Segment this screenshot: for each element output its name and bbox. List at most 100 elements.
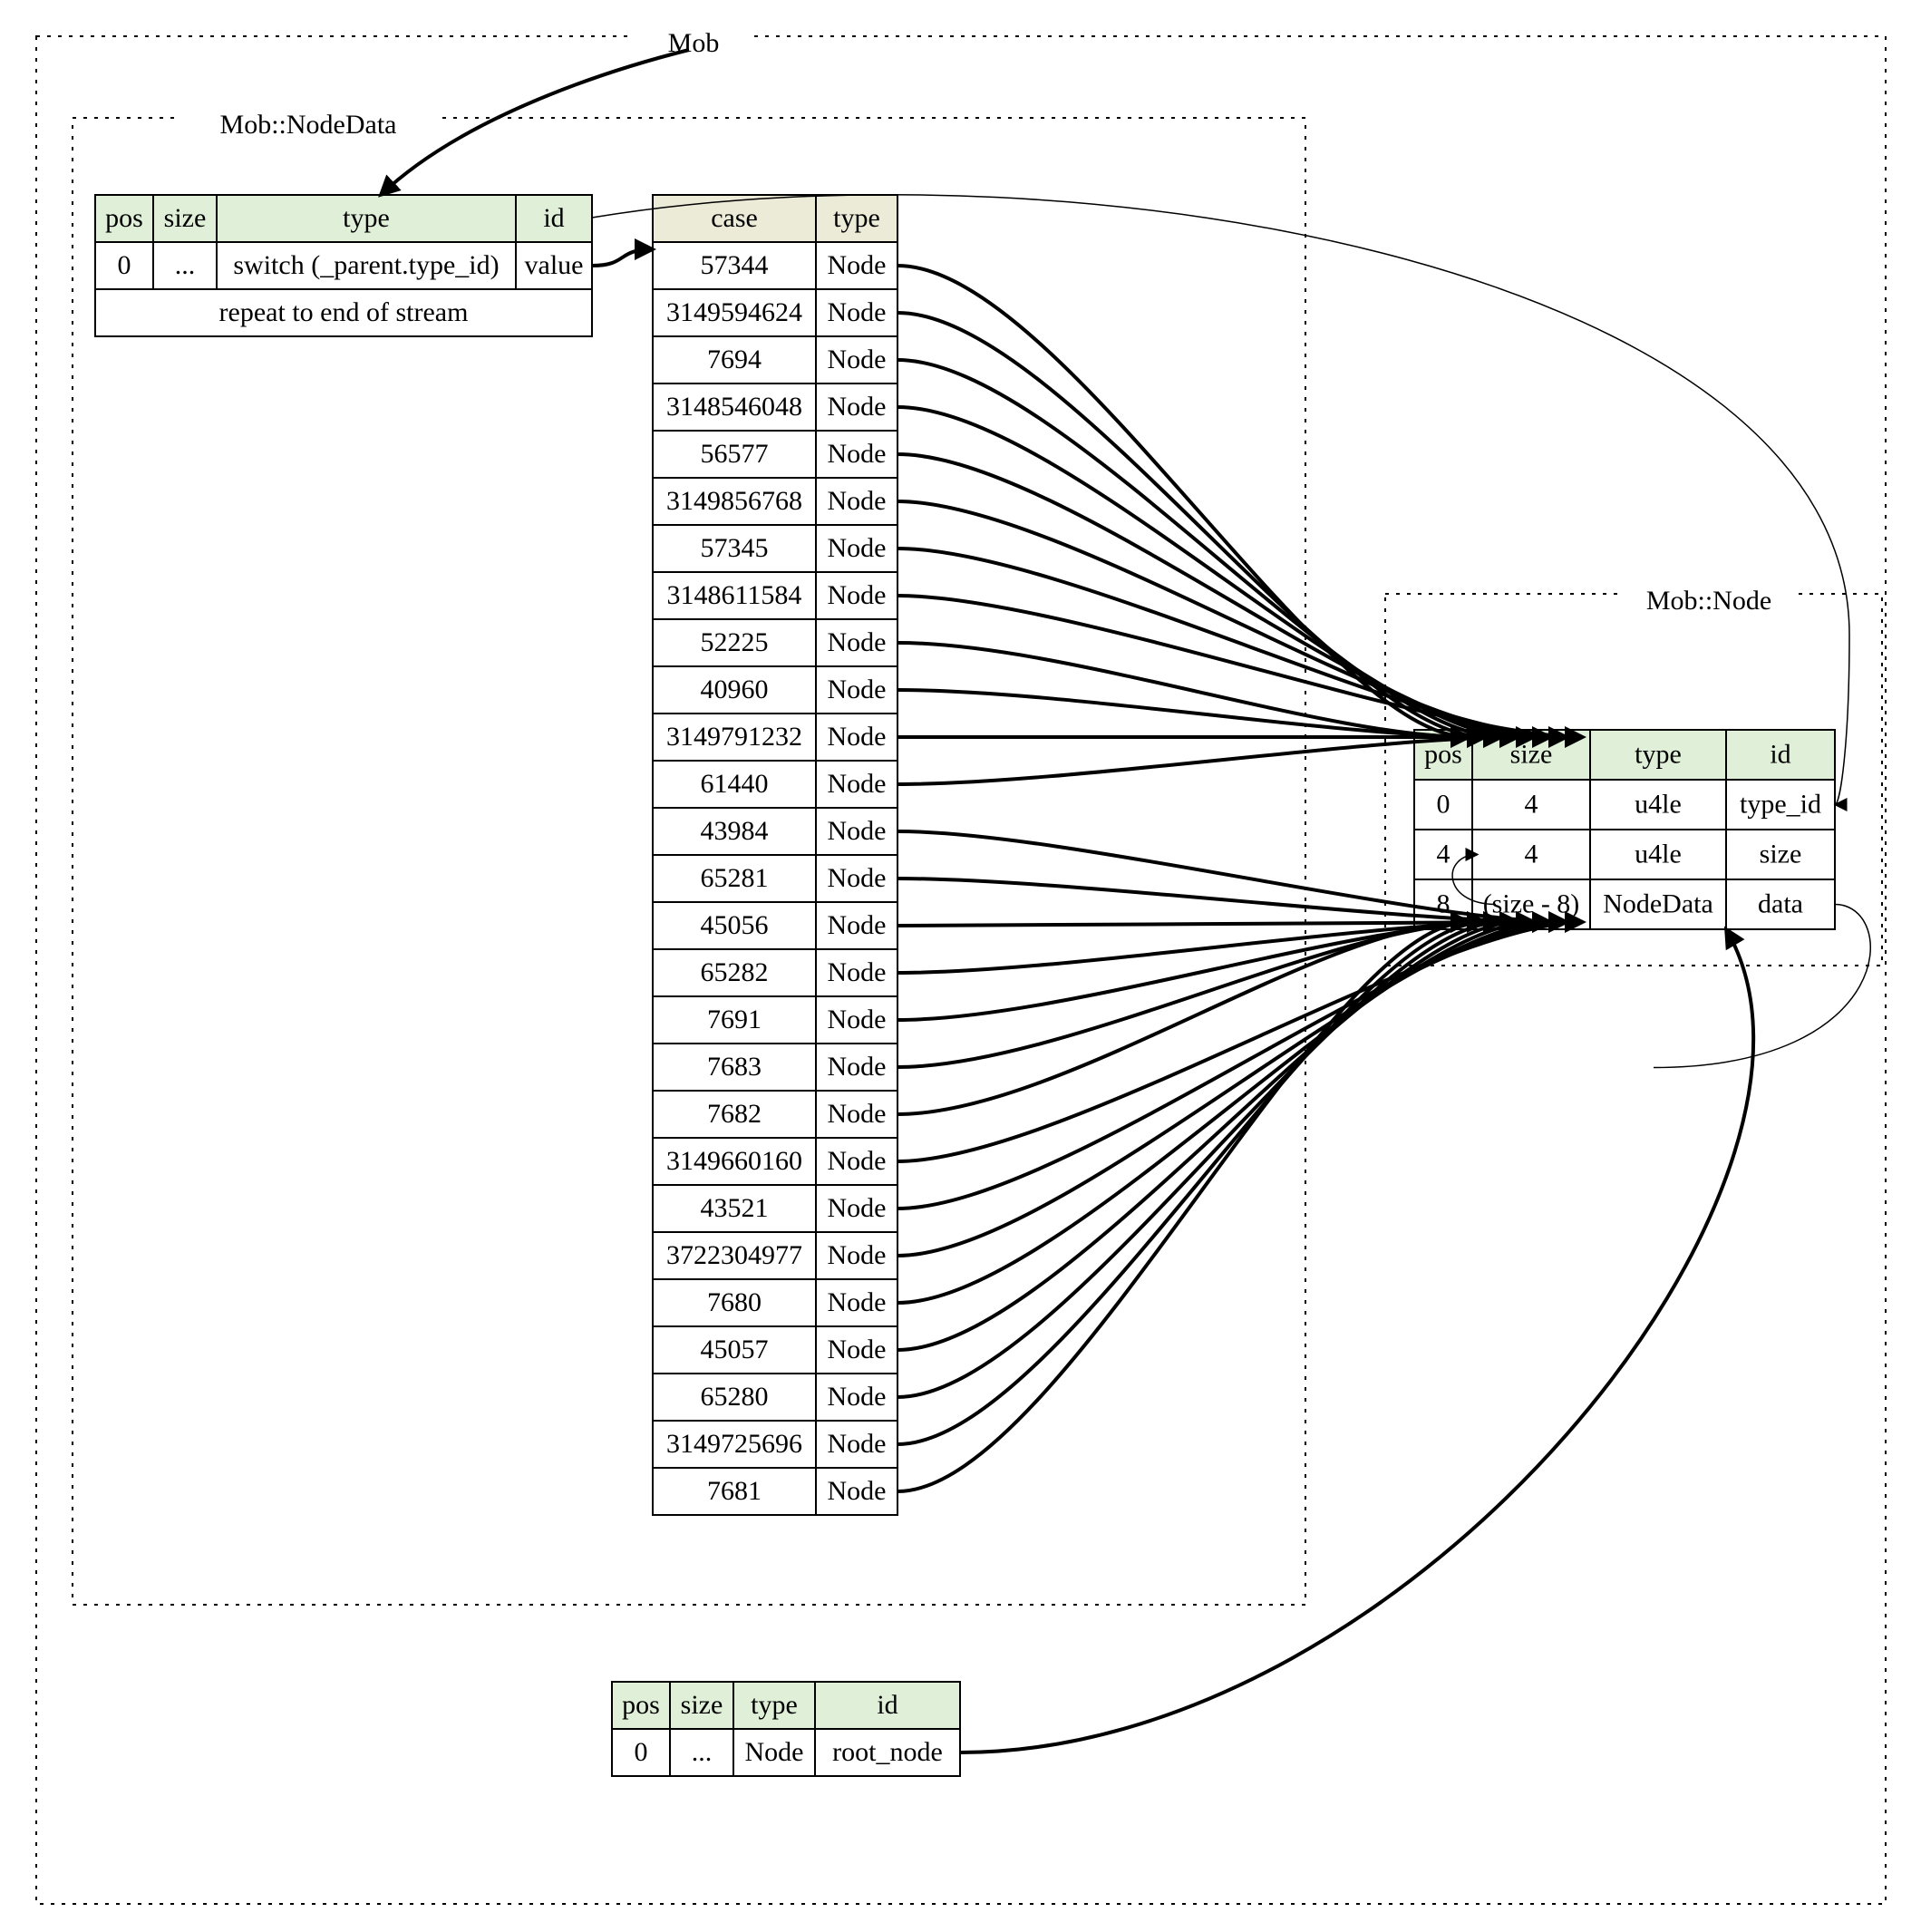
nodedata-label: Mob::NodeData [220, 110, 397, 140]
node-cell: size [1760, 839, 1802, 869]
switch-cell: 3149791232 [666, 722, 802, 752]
switch-cell: 7683 [707, 1052, 762, 1082]
switch-cell: Node [828, 580, 887, 610]
nodedata-footer: repeat to end of stream [219, 297, 469, 327]
switch-cell: Node [828, 910, 887, 940]
switch-cell: Node [828, 392, 887, 422]
switch-cell: 3149856768 [666, 486, 802, 516]
switch-cell: 3722304977 [666, 1240, 802, 1270]
nodedata-header: id [543, 203, 564, 233]
switch-cell: Node [828, 1052, 887, 1082]
nodedata-cell: switch (_parent.type_id) [233, 250, 499, 280]
switch-cell: Node [828, 1335, 887, 1364]
root-to-node-arrow [960, 929, 1753, 1752]
switch-cell: Node [828, 627, 887, 657]
root-cell: Node [745, 1737, 804, 1767]
node-header: size [1510, 739, 1553, 769]
switch-cell: 3149594624 [666, 297, 802, 327]
root-header: id [877, 1690, 897, 1720]
switch-cell: 3149660160 [666, 1146, 802, 1176]
switch-cell: Node [828, 1240, 887, 1270]
node-cell: NodeData [1603, 888, 1713, 918]
node-cell: 4 [1437, 839, 1450, 869]
switch-cell: Node [828, 1382, 887, 1412]
switch-cell: Node [828, 297, 887, 327]
switch-cell: 40960 [701, 675, 769, 704]
switch-to-node-arrow [897, 407, 1518, 737]
nodedata-header: pos [105, 203, 143, 233]
switch-cell: Node [828, 769, 887, 799]
switch-header: type [833, 203, 880, 233]
switch-cell: 3149725696 [666, 1429, 802, 1459]
switch-to-node-arrow [897, 596, 1583, 737]
switch-cell: Node [828, 863, 887, 893]
root-header: pos [622, 1690, 660, 1720]
switch-to-node-arrow [897, 266, 1469, 737]
switch-table: case type 57344 Node 3149594624 Node 7694 Node 3… [653, 195, 897, 1515]
nodedata-header: size [164, 203, 207, 233]
node-cell: (size - 8) [1483, 888, 1580, 918]
root-table: possizetypeid0...Noderoot_node [612, 1682, 960, 1776]
node-cell: 0 [1437, 789, 1450, 819]
node-label: Mob::Node [1646, 586, 1771, 616]
switch-cell: 7691 [707, 1005, 762, 1034]
switch-cell: Node [828, 816, 887, 846]
switch-cell: 45056 [701, 910, 769, 940]
switch-cell: 65282 [701, 957, 769, 987]
switch-cell: Node [828, 533, 887, 563]
switch-header: case [711, 203, 758, 233]
node-table: possizetypeid04u4letype_id44u4lesize8(si… [1414, 730, 1835, 929]
node-header: type [1635, 739, 1682, 769]
switch-cell: 65280 [701, 1382, 769, 1412]
node-header: pos [1424, 739, 1462, 769]
switch-cell: Node [828, 1429, 887, 1459]
switch-to-node-arrow [897, 922, 1485, 1067]
switch-cell: 7681 [707, 1476, 762, 1506]
nodedata-to-switch-arrow [592, 249, 653, 266]
root-header: type [751, 1690, 798, 1720]
switch-cell: Node [828, 675, 887, 704]
switch-cell: 7682 [707, 1099, 762, 1129]
nodedata-cell: ... [175, 250, 196, 280]
node-cell: 4 [1525, 839, 1538, 869]
switch-cell: Node [828, 345, 887, 374]
node-cell: 8 [1437, 888, 1450, 918]
switch-cell: 7694 [707, 345, 762, 374]
nodedata-header: type [343, 203, 390, 233]
switch-cell: 56577 [701, 439, 769, 469]
switch-cell: 52225 [701, 627, 769, 657]
nodedata-table: possize type id 0... switch (_parent.type_id… [95, 195, 592, 336]
root-cell: root_node [832, 1737, 943, 1767]
switch-cell: 43521 [701, 1193, 769, 1223]
switch-to-node-arrow [897, 360, 1501, 737]
switch-cell: Node [828, 957, 887, 987]
switch-cell: Node [828, 1146, 887, 1176]
root-cell: 0 [635, 1737, 648, 1767]
switch-cell: 61440 [701, 769, 769, 799]
node-header: id [1770, 739, 1790, 769]
switch-cell: 3148611584 [667, 580, 802, 610]
nodedata-cell: 0 [118, 250, 131, 280]
node-cell: type_id [1740, 789, 1821, 819]
switch-to-node-arrow [897, 922, 1550, 1256]
switch-cell: 3148546048 [666, 392, 802, 422]
switch-cell: Node [828, 1287, 887, 1317]
switch-to-node-arrow [897, 549, 1567, 737]
switch-cell: Node [828, 722, 887, 752]
switch-cell: Node [828, 1005, 887, 1034]
switch-cell: Node [828, 250, 887, 280]
switch-cell: 57344 [701, 250, 769, 280]
switch-to-node-arrow [897, 501, 1550, 737]
switch-to-node-arrow [897, 922, 1518, 1350]
switch-cell: Node [828, 486, 887, 516]
switch-cell: 43984 [701, 816, 769, 846]
switch-to-node-arrow [897, 922, 1534, 1303]
switch-cell: Node [828, 1476, 887, 1506]
node-cell: u4le [1635, 839, 1682, 869]
switch-cell: 57345 [701, 533, 769, 563]
switch-cell: Node [828, 1193, 887, 1223]
switch-cell: 7680 [707, 1287, 762, 1317]
root-cell: ... [692, 1737, 713, 1767]
node-cell: u4le [1635, 789, 1682, 819]
nodedata-cell: value [525, 250, 584, 280]
